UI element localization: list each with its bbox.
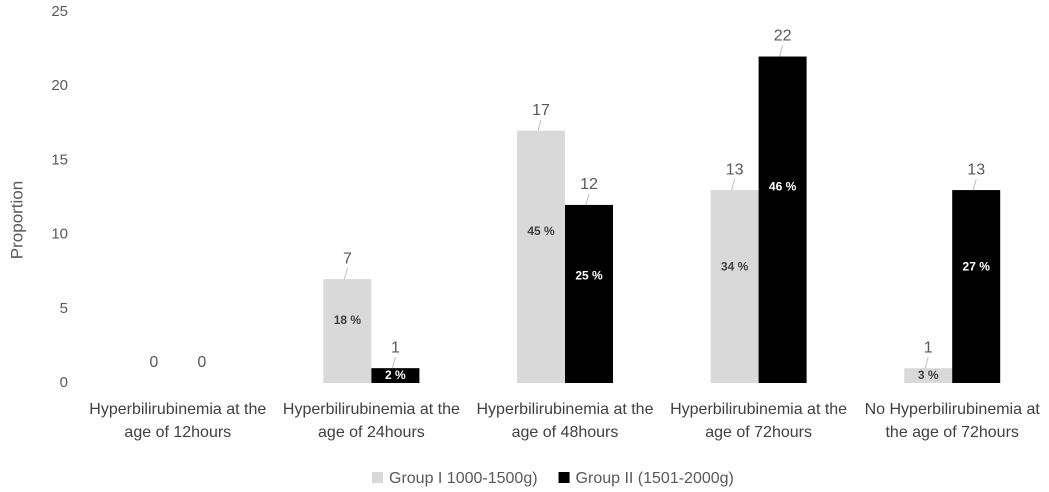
legend-swatch [372, 472, 383, 483]
legend-label: Group I 1000-1500g) [389, 470, 538, 487]
leader-line [585, 193, 590, 206]
value-label: 0 [197, 354, 206, 371]
percent-label: 45 % [527, 224, 555, 238]
x-tick-label: Hyperbilirubinemia at the age of 48hours [476, 401, 654, 441]
leader-line [779, 45, 784, 57]
leader-line [391, 357, 396, 369]
value-label: 1 [391, 339, 400, 356]
bar [371, 368, 420, 383]
legend-swatch [558, 472, 570, 483]
percent-label: 34 % [721, 259, 749, 273]
value-label: 13 [967, 161, 985, 178]
percent-label: 27 % [963, 259, 991, 273]
x-tick-label: Hyperbilirubinemia at the age of 24hours [282, 401, 460, 441]
y-tick-label: 20 [51, 77, 68, 94]
leader-line [537, 119, 542, 131]
x-tick-label: No Hyperbilirubinemia at the age of 72ho… [864, 401, 1040, 441]
bar [517, 130, 565, 383]
leader-line [972, 178, 977, 191]
leader-line [343, 267, 348, 280]
value-label: 22 [774, 28, 792, 45]
leader-line [731, 178, 736, 191]
percent-label: 46 % [769, 179, 797, 193]
bar [323, 279, 372, 383]
value-label: 12 [580, 176, 598, 193]
value-label: 7 [343, 250, 352, 267]
leader-line [924, 357, 929, 369]
y-tick-label: 10 [51, 226, 68, 243]
percent-label: 25 % [575, 268, 603, 282]
percent-label: 2 % [385, 368, 406, 382]
y-tick-label: 15 [51, 151, 68, 168]
value-label: 1 [924, 339, 933, 356]
y-tick-label: 5 [60, 300, 68, 317]
x-tick-label: Hyperbilirubinemia at the age of 12hours [89, 401, 267, 441]
bar [565, 204, 613, 383]
value-label: 0 [149, 354, 158, 371]
legend-label: Group II (1501-2000g) [576, 470, 734, 487]
percent-label: 3 % [918, 368, 939, 382]
y-tick-label: 0 [60, 374, 68, 391]
value-label: 17 [532, 102, 550, 119]
bar [710, 190, 759, 383]
y-axis-label: Proportion [7, 181, 26, 259]
bar [904, 368, 953, 383]
bar [952, 190, 1001, 383]
percent-label: 18 % [334, 313, 362, 327]
value-label: 13 [726, 161, 744, 178]
x-tick-label: Hyperbilirubinemia at the age of 72hours [670, 401, 848, 441]
y-tick-label: 25 [51, 3, 68, 20]
bar [758, 56, 807, 384]
